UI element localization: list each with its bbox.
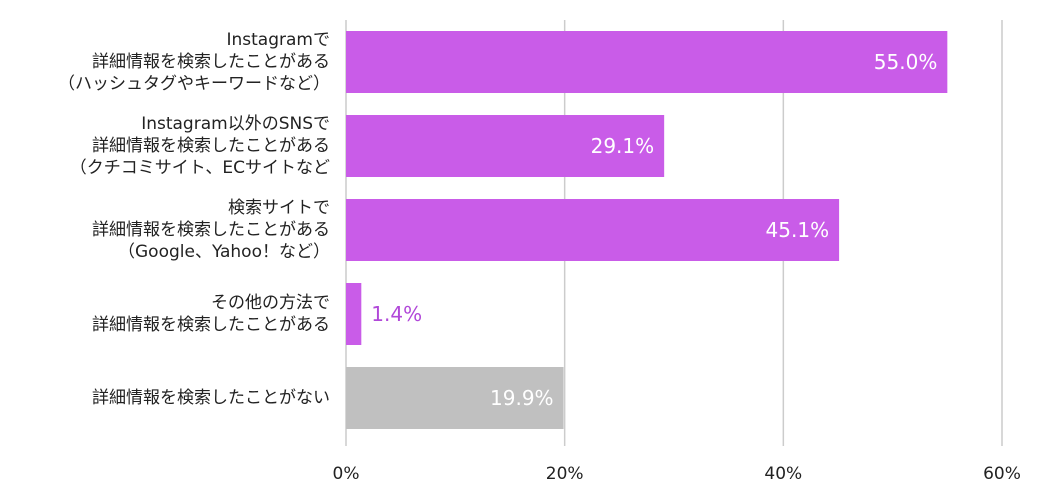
- category-label-4-line-2: 詳細情報を検索したことがある: [92, 315, 330, 335]
- x-tick-label-60: 60%: [983, 464, 1021, 484]
- category-label-5: 詳細情報を検索したことがない: [92, 388, 330, 408]
- data-label-3: 45.1%: [766, 218, 830, 242]
- x-tick-label-40: 40%: [764, 464, 802, 484]
- data-label-4: 1.4%: [371, 302, 422, 326]
- category-label-1-line-3: （ハッシュタグやキーワードなど）: [58, 74, 330, 94]
- category-label-3-line-3: （Google、Yahoo！など）: [118, 242, 330, 262]
- data-label-1: 55.0%: [874, 50, 938, 74]
- data-label-2: 29.1%: [591, 134, 655, 158]
- category-label-2-line-3: （クチコミサイト、ECサイトなど: [70, 158, 330, 178]
- category-label-1-line-1: Instagramで: [227, 30, 331, 50]
- category-label-2-line-2: 詳細情報を検索したことがある: [92, 136, 330, 156]
- x-tick-label-0: 0%: [333, 464, 360, 484]
- data-label-5: 19.9%: [490, 386, 554, 410]
- x-tick-label-20: 20%: [546, 464, 584, 484]
- category-label-3-line-1: 検索サイトで: [228, 198, 330, 218]
- category-label-2: Instagram以外のSNSで詳細情報を検索したことがある（クチコミサイト、E…: [70, 114, 330, 178]
- bar-2: [346, 115, 665, 177]
- bar-1: [346, 31, 948, 93]
- bar-4: [346, 283, 362, 345]
- bar-5: [346, 367, 564, 429]
- category-label-3-line-2: 詳細情報を検索したことがある: [92, 220, 330, 240]
- category-label-1-line-2: 詳細情報を検索したことがある: [92, 52, 330, 72]
- category-label-5-line-1: 詳細情報を検索したことがない: [92, 388, 330, 408]
- category-label-4-line-1: その他の方法で: [211, 293, 330, 313]
- category-label-2-line-1: Instagram以外のSNSで: [141, 114, 330, 134]
- bar-3: [346, 199, 840, 261]
